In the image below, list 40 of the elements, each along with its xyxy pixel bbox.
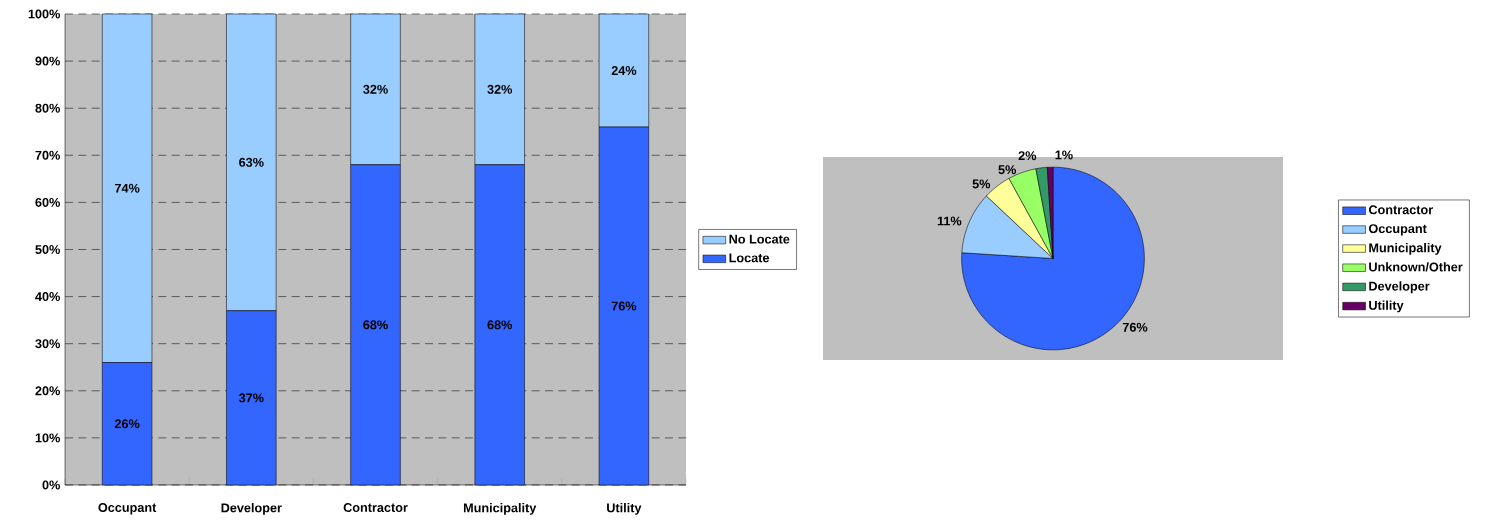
data-label: 11% xyxy=(937,216,962,226)
data-label: 26% xyxy=(114,419,140,429)
y-tick-label: 70% xyxy=(35,150,60,160)
legend-label: Developer xyxy=(1369,281,1430,294)
legend-label: No Locate xyxy=(729,234,790,244)
y-tick-label: 30% xyxy=(35,339,60,349)
data-label: 63% xyxy=(239,157,264,167)
data-label: 24% xyxy=(611,66,637,75)
data-label: 76% xyxy=(1122,322,1148,332)
y-tick-label: 0% xyxy=(42,480,60,490)
data-label: 5% xyxy=(998,165,1016,175)
x-tick-label: Occupant xyxy=(98,503,157,515)
data-label: 5% xyxy=(972,179,991,189)
y-tick-label: 10% xyxy=(35,433,60,443)
data-label: 68% xyxy=(487,320,513,330)
data-label: 2% xyxy=(1018,151,1037,161)
data-label: 32% xyxy=(487,84,513,94)
x-tick-label: Municipality xyxy=(463,503,537,515)
data-label: 76% xyxy=(611,301,637,311)
data-label: 68% xyxy=(363,320,388,330)
legend-label: Contractor xyxy=(1368,205,1433,215)
legend-label: Locate xyxy=(729,253,770,263)
y-tick-label: 100% xyxy=(28,9,60,19)
y-tick-label: 80% xyxy=(35,103,60,113)
legend-label: Unknown/Other xyxy=(1369,262,1463,272)
y-tick-label: 40% xyxy=(35,292,60,302)
x-tick-label: Contractor xyxy=(343,503,408,512)
y-tick-label: 60% xyxy=(35,197,60,207)
y-tick-label: 20% xyxy=(35,386,60,396)
data-label: 1% xyxy=(1055,150,1073,160)
y-tick-label: 50% xyxy=(35,245,60,254)
data-label: 74% xyxy=(114,183,140,193)
legend-label: Occupant xyxy=(1368,224,1427,236)
data-label: 32% xyxy=(363,84,388,94)
data-label: 37% xyxy=(238,393,264,403)
legend-label: Municipality xyxy=(1369,242,1442,255)
y-tick-label: 90% xyxy=(35,56,60,66)
x-tick-label: Utility xyxy=(607,503,642,515)
legend-label: Utility xyxy=(1369,300,1404,313)
x-tick-label: Developer xyxy=(221,503,282,515)
